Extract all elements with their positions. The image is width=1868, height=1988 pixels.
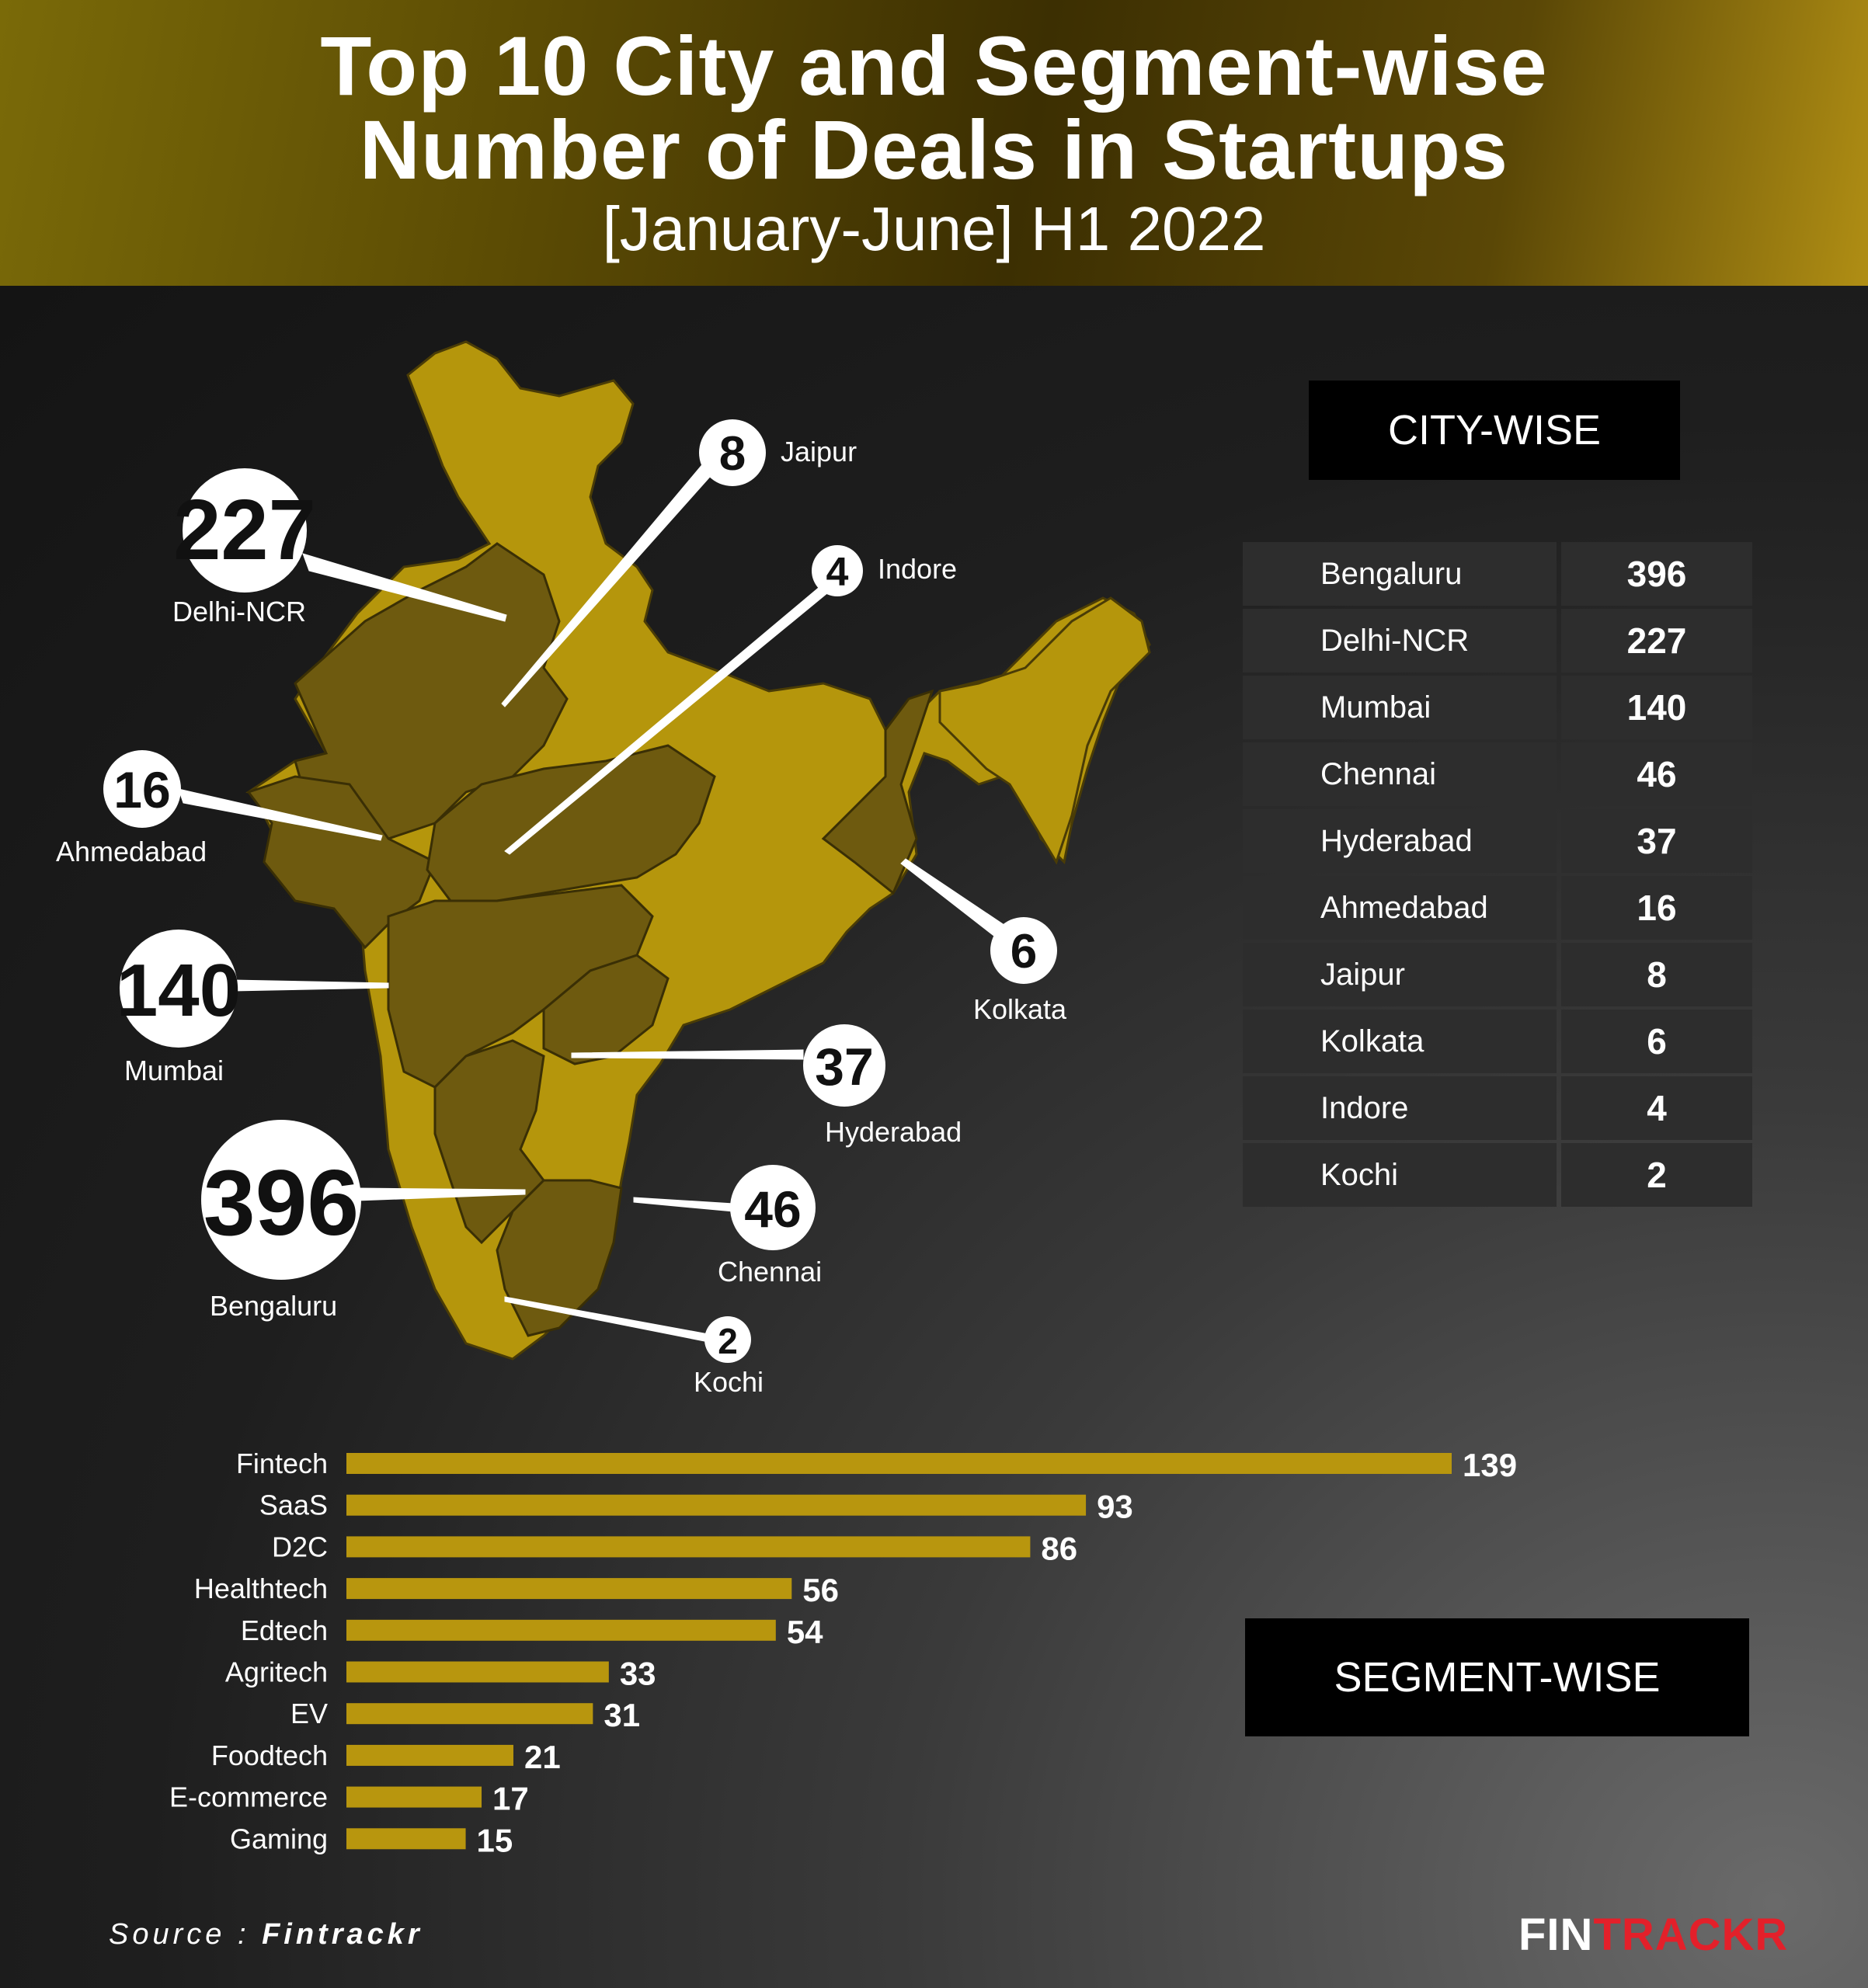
- city-row: Hyderabad 37: [1243, 809, 1752, 873]
- callout-label-chennai: Chennai: [718, 1256, 822, 1288]
- city-row: Ahmedabad 16: [1243, 876, 1752, 940]
- callout-num-hyderabad: 37: [815, 1037, 874, 1097]
- city-name-cell: Kochi: [1243, 1143, 1557, 1207]
- city-row: Chennai 46: [1243, 742, 1752, 806]
- callout-num-mumbai: 140: [117, 949, 241, 1032]
- title-line-1: Top 10 City and Segment-wise: [320, 19, 1548, 113]
- title-line-2: Number of Deals in Startups: [359, 103, 1509, 196]
- map-region-tamilnadu: [496, 1179, 623, 1337]
- city-value-cell: 2: [1561, 1143, 1752, 1207]
- city-name-cell: Mumbai: [1243, 676, 1557, 739]
- source-name: Fintrackr: [262, 1918, 423, 1951]
- callout-num-indore: 4: [826, 550, 849, 595]
- callout-label-jaipur: Jaipur: [781, 436, 857, 467]
- callout-circle-hyderabad: [803, 1024, 885, 1107]
- city-row: Bengaluru 396: [1243, 542, 1752, 606]
- callout-circle-indore: [812, 545, 863, 596]
- source-label: Source :: [109, 1918, 263, 1951]
- callout-num-kolkata: 6: [1011, 925, 1037, 978]
- segment-wise-title: SEGMENT-WISE: [1245, 1618, 1749, 1736]
- callout-circle-mumbai: [120, 930, 238, 1048]
- city-value-cell: 37: [1561, 809, 1752, 873]
- callout-circle-bengaluru: [201, 1120, 361, 1280]
- logo-part-1: FIN: [1518, 1910, 1594, 1960]
- callout-label-ahmedabad: Ahmedabad: [56, 836, 207, 867]
- city-name-cell: Indore: [1243, 1076, 1557, 1140]
- city-wise-table: Bengaluru 396 Delhi-NCR 227 Mumbai 140 Chennai…: [1243, 542, 1752, 1210]
- city-row: Jaipur 8: [1243, 943, 1752, 1006]
- city-row: Delhi-NCR 227: [1243, 609, 1752, 673]
- callout-num-chennai: 46: [744, 1180, 801, 1238]
- callout-num-kochi: 2: [718, 1321, 738, 1361]
- callout-num-jaipur: 8: [719, 427, 746, 481]
- city-name-cell: Ahmedabad: [1243, 876, 1557, 940]
- callout-circles: [103, 419, 1057, 1363]
- city-row: Kolkata 6: [1243, 1010, 1752, 1073]
- map-region-telangana: [542, 954, 670, 1065]
- city-value-cell: 227: [1561, 609, 1752, 673]
- callout-label-kolkata: Kolkata: [973, 993, 1067, 1025]
- callout-circle-jaipur: [699, 419, 766, 486]
- city-value-cell: 46: [1561, 742, 1752, 806]
- callout-circle-chennai: [730, 1165, 816, 1250]
- map-region-northeast: [938, 596, 1151, 865]
- city-value-cell: 140: [1561, 676, 1752, 739]
- callout-label-mumbai: Mumbai: [124, 1055, 224, 1086]
- city-value-cell: 396: [1561, 542, 1752, 606]
- callout-label-kochi: Kochi: [694, 1366, 764, 1398]
- callout-label-bengaluru: Bengaluru: [210, 1290, 337, 1322]
- city-name-cell: Delhi-NCR: [1243, 609, 1557, 673]
- city-wise-title: CITY-WISE: [1309, 381, 1680, 480]
- source-credit: Source : Fintrackr: [109, 1918, 423, 1952]
- city-name-cell: Jaipur: [1243, 943, 1557, 1006]
- city-row: Indore 4: [1243, 1076, 1752, 1140]
- callout-numbers: 227 8 4 16 140 6 37 396 46 2: [113, 427, 1037, 1361]
- city-value-cell: 6: [1561, 1010, 1752, 1073]
- subtitle: [January-June] H1 2022: [602, 194, 1266, 263]
- callout-num-ahmedabad: 16: [113, 761, 170, 818]
- callout-label-hyderabad: Hyderabad: [825, 1116, 962, 1148]
- callout-circle-kochi: [704, 1316, 751, 1363]
- city-name-cell: Kolkata: [1243, 1010, 1557, 1073]
- logo-part-2: TRACKR: [1593, 1910, 1789, 1960]
- city-row: Kochi 2: [1243, 1143, 1752, 1207]
- city-value-cell: 8: [1561, 943, 1752, 1006]
- callout-label-indore: Indore: [878, 553, 957, 585]
- callout-num-bengaluru: 396: [203, 1151, 359, 1255]
- map-region-westbengal: [821, 689, 934, 895]
- city-name-cell: Chennai: [1243, 742, 1557, 806]
- callout-circle-ahmedabad: [103, 750, 181, 828]
- city-name-cell: Bengaluru: [1243, 542, 1557, 606]
- header-banner: Top 10 City and Segment-wise Number of D…: [0, 0, 1868, 286]
- fintrackr-logo: FINTRACKR: [1518, 1909, 1788, 1961]
- callout-circle-delhi: [183, 468, 307, 593]
- callout-label-delhi: Delhi-NCR: [172, 596, 306, 627]
- city-value-cell: 4: [1561, 1076, 1752, 1140]
- callout-labels: Delhi-NCR Jaipur Indore Ahmedabad Mumbai…: [56, 436, 1067, 1398]
- city-row: Mumbai 140: [1243, 676, 1752, 739]
- city-name-cell: Hyderabad: [1243, 809, 1557, 873]
- city-value-cell: 16: [1561, 876, 1752, 940]
- callout-num-delhi: 227: [173, 482, 316, 578]
- callout-lines: [178, 462, 1024, 1343]
- callout-circle-kolkata: [990, 917, 1057, 984]
